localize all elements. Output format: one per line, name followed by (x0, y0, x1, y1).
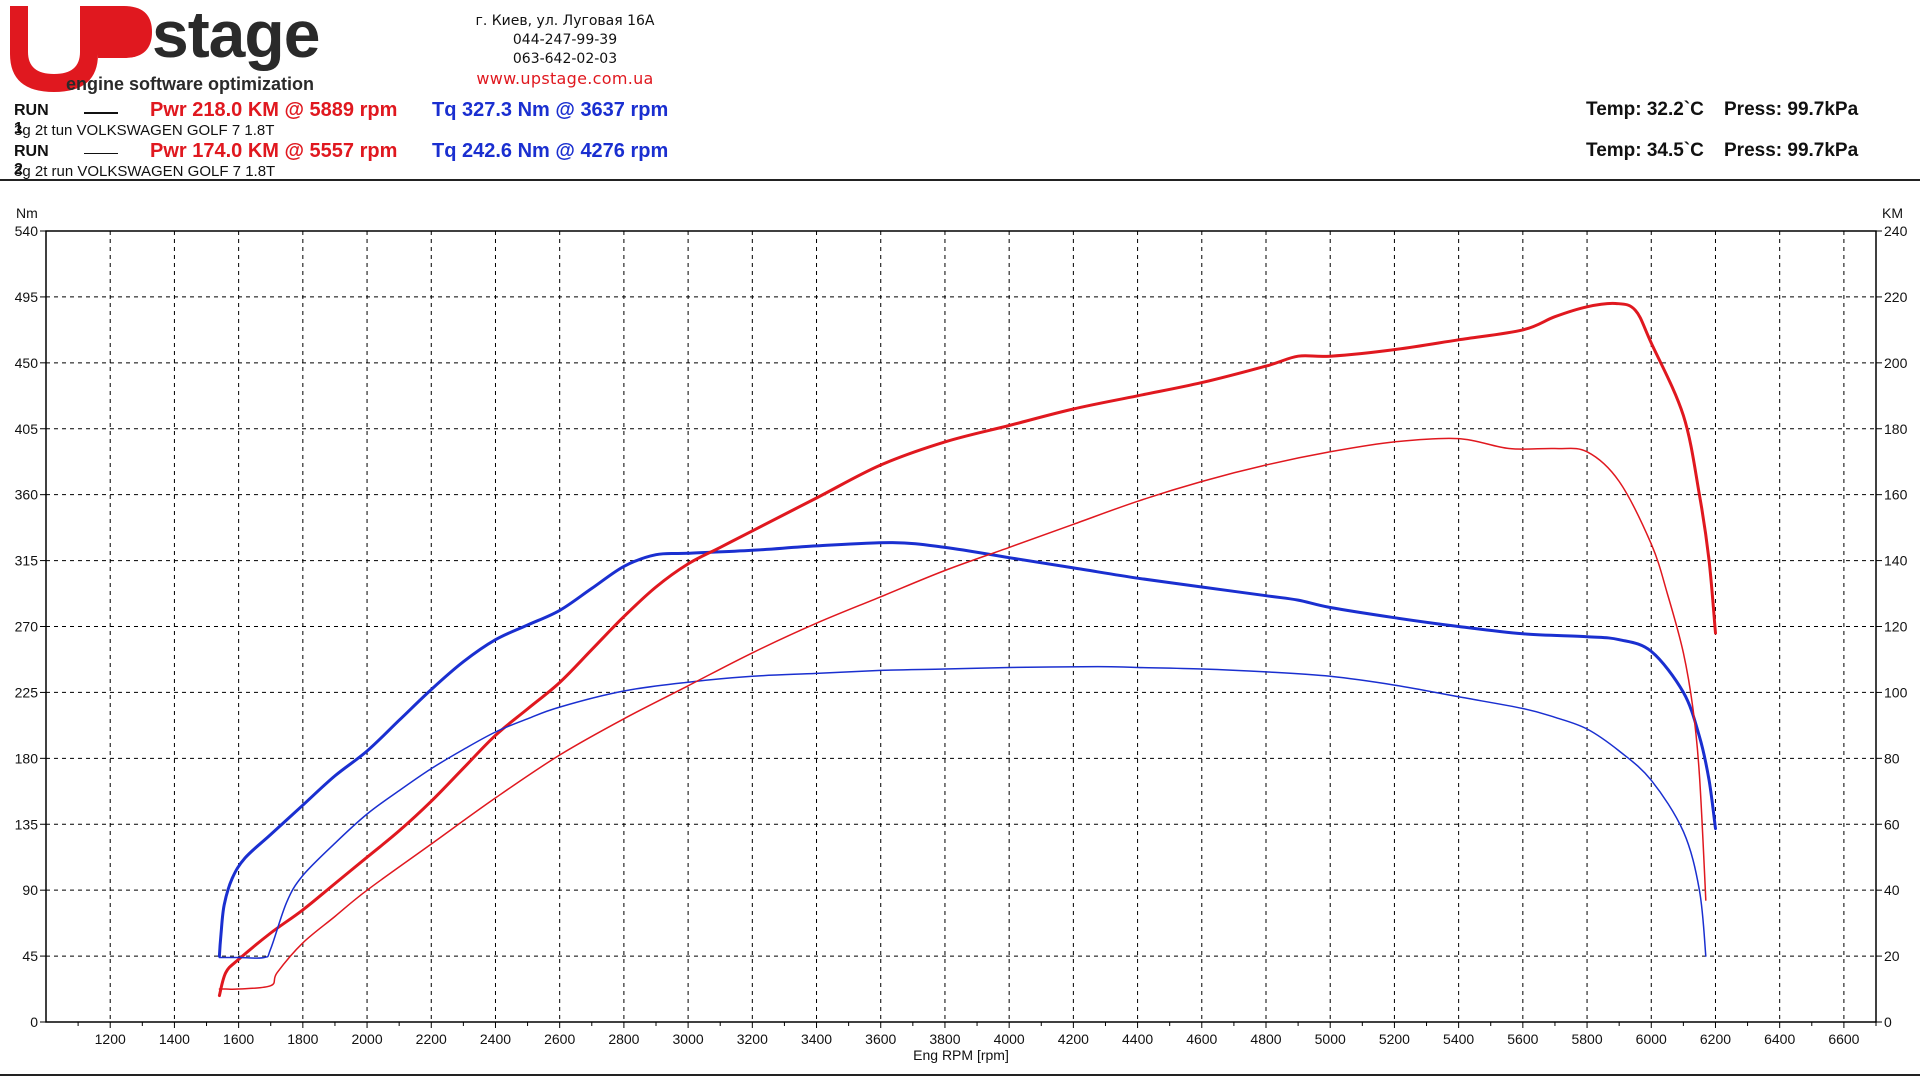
x-tick-label: 3000 (673, 1031, 704, 1047)
x-tick-label: 4800 (1250, 1031, 1281, 1047)
run-1-power-line (217, 301, 1717, 998)
x-tick-label: 3800 (929, 1031, 960, 1047)
frame-bottom-border (0, 1074, 1920, 1076)
run-2-power-line (218, 437, 1707, 991)
x-tick-label: 6600 (1828, 1031, 1859, 1047)
y-right-tick-label: 80 (1884, 750, 1900, 766)
run-2-torque-line (218, 665, 1707, 959)
run-1-power: Pwr 218.0 KM @ 5889 rpm (150, 99, 398, 121)
y-right-tick-label: 240 (1884, 223, 1908, 239)
run-1-torque: Tq 327.3 Nm @ 3637 rpm (432, 99, 669, 121)
x-tick-label: 4600 (1186, 1031, 1217, 1047)
y-right-tick-label: 200 (1884, 355, 1908, 371)
phone-1: 044-247-99-39 (512, 32, 618, 48)
x-tick-label: 2600 (544, 1031, 575, 1047)
y-right-tick-label: 140 (1884, 553, 1908, 569)
grid (46, 231, 1876, 1022)
y-right-tick-label: 180 (1884, 421, 1908, 437)
x-tick-label: 1600 (223, 1031, 254, 1047)
x-tick-label: 2400 (480, 1031, 511, 1047)
run-1-temp: Temp: 32.2`C (1586, 99, 1704, 120)
x-tick-label: 4400 (1122, 1031, 1153, 1047)
run-2-line-sample (84, 153, 118, 154)
y-right-tick-label: 120 (1884, 619, 1908, 635)
run-2-torque: Tq 242.6 Nm @ 4276 rpm (432, 140, 669, 162)
upstage-logo: stage engine software optimization (10, 2, 320, 94)
y-left-tick-label: 360 (15, 487, 39, 503)
phone-2: 063-642-02-03 (512, 51, 618, 67)
y-left-tick-label: 450 (15, 355, 39, 371)
contact-info: г. Киев, ул. Луговая 16А 044-247-99-39 0… (440, 12, 690, 88)
y-left-tick-label: 180 (15, 750, 39, 766)
run-1-car: 3g 2t tun VOLKSWAGEN GOLF 7 1.8T (14, 122, 275, 139)
x-tick-label: 5200 (1379, 1031, 1410, 1047)
x-tick-label: 5800 (1571, 1031, 1602, 1047)
y-left-tick-label: 45 (22, 948, 38, 964)
run-1-label: RUN 1 (14, 102, 49, 137)
y-right-tick-label: 0 (1884, 1014, 1892, 1030)
y-left-tick-label: 315 (15, 553, 39, 569)
tick-labels: 1200 1400 1600 1800 2000 2200 2400 2600 2800 3000… (15, 223, 1908, 1047)
y-left-tick-label: 0 (30, 1014, 38, 1030)
x-tick-label: 5600 (1507, 1031, 1538, 1047)
x-tick-label: 6200 (1700, 1031, 1731, 1047)
y-right-tick-label: 220 (1884, 289, 1908, 305)
y-right-tick-label: 100 (1884, 684, 1908, 700)
x-tick-label: 5400 (1443, 1031, 1474, 1047)
y-right-tick-label: 20 (1884, 948, 1900, 964)
run-1-press: Press: 99.7kPa (1724, 99, 1859, 120)
svg-text:engine software optimization: engine software optimization (66, 74, 314, 94)
svg-text:stage: stage (152, 2, 319, 71)
report-header: stage engine software optimization г. Ки… (0, 0, 1920, 180)
y-left-tick-label: 405 (15, 421, 39, 437)
x-tick-label: 4000 (994, 1031, 1025, 1047)
x-tick-label: 3400 (801, 1031, 832, 1047)
y-axis-right-label: KM (1882, 205, 1903, 221)
y-left-tick-label: 495 (15, 289, 39, 305)
y-left-tick-label: 270 (15, 619, 39, 635)
x-tick-label: 3600 (865, 1031, 896, 1047)
address: г. Киев, ул. Луговая 16А (475, 13, 655, 29)
y-right-tick-label: 160 (1884, 487, 1908, 503)
x-tick-label: 1400 (159, 1031, 190, 1047)
y-left-tick-label: 225 (15, 684, 39, 700)
x-tick-label: 3200 (737, 1031, 768, 1047)
x-tick-label: 2000 (351, 1031, 382, 1047)
x-tick-label: 6000 (1636, 1031, 1667, 1047)
x-tick-label: 6400 (1764, 1031, 1795, 1047)
y-left-tick-label: 135 (15, 816, 39, 832)
y-right-tick-label: 60 (1884, 816, 1900, 832)
run-2-press: Press: 99.7kPa (1724, 140, 1859, 161)
frame-top-border (0, 179, 1920, 181)
run-2-car: 3g 2t run VOLKSWAGEN GOLF 7 1.8T (14, 163, 276, 180)
x-tick-label: 1200 (95, 1031, 126, 1047)
y-right-tick-label: 40 (1884, 882, 1900, 898)
x-tick-label: 1800 (287, 1031, 318, 1047)
run-1-line-sample (84, 112, 118, 114)
run-2-temp: Temp: 34.5`C (1586, 140, 1704, 161)
y-axis-left-label: Nm (16, 205, 38, 221)
x-tick-label: 4200 (1058, 1031, 1089, 1047)
x-tick-label: 2800 (608, 1031, 639, 1047)
run-2-power: Pwr 174.0 KM @ 5557 rpm (150, 140, 398, 162)
run-2-label: RUN 2 (14, 143, 49, 178)
series (217, 301, 1717, 998)
y-left-tick-label: 90 (22, 882, 38, 898)
run-1-torque-line (217, 541, 1717, 958)
website-link[interactable]: www.upstage.com.ua (476, 69, 654, 88)
y-left-tick-label: 540 (15, 223, 39, 239)
x-tick-label: 2200 (416, 1031, 447, 1047)
x-axis-label: Eng RPM [rpm] (913, 1047, 1009, 1063)
x-tick-label: 5000 (1315, 1031, 1346, 1047)
